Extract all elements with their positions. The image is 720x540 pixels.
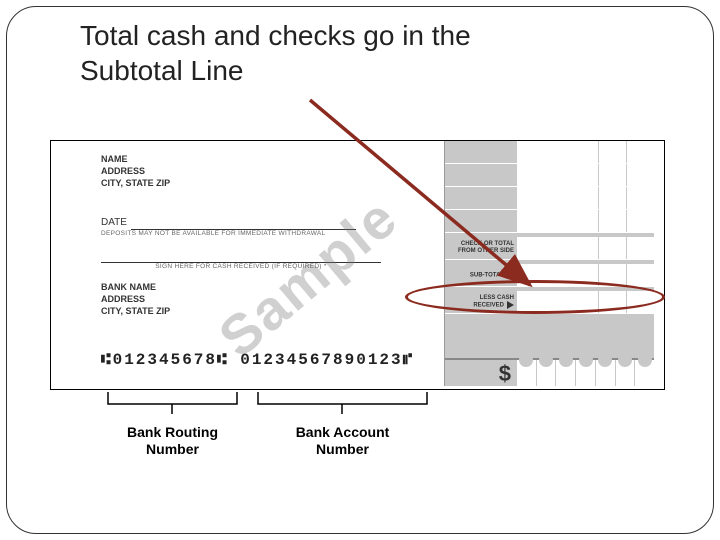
signature-line	[101, 253, 381, 263]
title-line-2: Subtotal Line	[80, 55, 243, 86]
city-state-zip-label: CITY, STATE ZIP	[101, 177, 170, 189]
depositor-block: NAME ADDRESS CITY, STATE ZIP	[101, 153, 170, 189]
signature-block: SIGN HERE FOR CASH RECEIVED (IF REQUIRED…	[101, 253, 381, 270]
title-line-1: Total cash and checks go in the	[80, 20, 471, 51]
grid-row-blank	[445, 141, 654, 164]
grid-row-blank	[445, 164, 654, 187]
bank-address-label: ADDRESS	[101, 293, 170, 305]
bank-csz-label: CITY, STATE ZIP	[101, 305, 170, 317]
check-total-label: CHECK OR TOTAL FROM OTHER SIDE	[448, 241, 514, 254]
date-block: DATE DEPOSITS MAY NOT BE AVAILABLE FOR I…	[101, 212, 381, 237]
micr-line: ⑆012345678⑆ 01234567890123⑈	[101, 351, 414, 369]
date-line	[131, 221, 356, 230]
triangle-icon	[507, 271, 514, 279]
grid-total-row: $	[445, 358, 654, 386]
bank-name-label: BANK NAME	[101, 281, 170, 293]
routing-label: Bank Routing Number	[100, 424, 245, 458]
date-disclaimer: DEPOSITS MAY NOT BE AVAILABLE FOR IMMEDI…	[101, 230, 381, 237]
slide-title: Total cash and checks go in the Subtotal…	[80, 18, 471, 88]
name-label: NAME	[101, 153, 170, 165]
grid-row-less-cash: LESS CASH RECEIVED	[445, 291, 654, 314]
grid-row-blank	[445, 187, 654, 210]
subtotal-label: SUB-TOTAL	[470, 272, 504, 278]
dollar-sign: $	[445, 360, 517, 386]
deposit-slip: NAME ADDRESS CITY, STATE ZIP DATE DEPOSI…	[50, 140, 665, 390]
grid-row-blank	[445, 210, 654, 233]
signature-sub: SIGN HERE FOR CASH RECEIVED (IF REQUIRED…	[101, 263, 381, 270]
grid-row-check-total: CHECK OR TOTAL FROM OTHER SIDE	[445, 237, 654, 260]
deposit-grid: CHECK OR TOTAL FROM OTHER SIDE SUB-TOTAL…	[444, 141, 654, 386]
date-label: DATE	[101, 217, 127, 228]
triangle-icon	[507, 301, 514, 309]
grid-row-subtotal: SUB-TOTAL	[445, 264, 654, 287]
bank-block: BANK NAME ADDRESS CITY, STATE ZIP	[101, 281, 170, 317]
address-label: ADDRESS	[101, 165, 170, 177]
account-label: Bank Account Number	[255, 424, 430, 458]
